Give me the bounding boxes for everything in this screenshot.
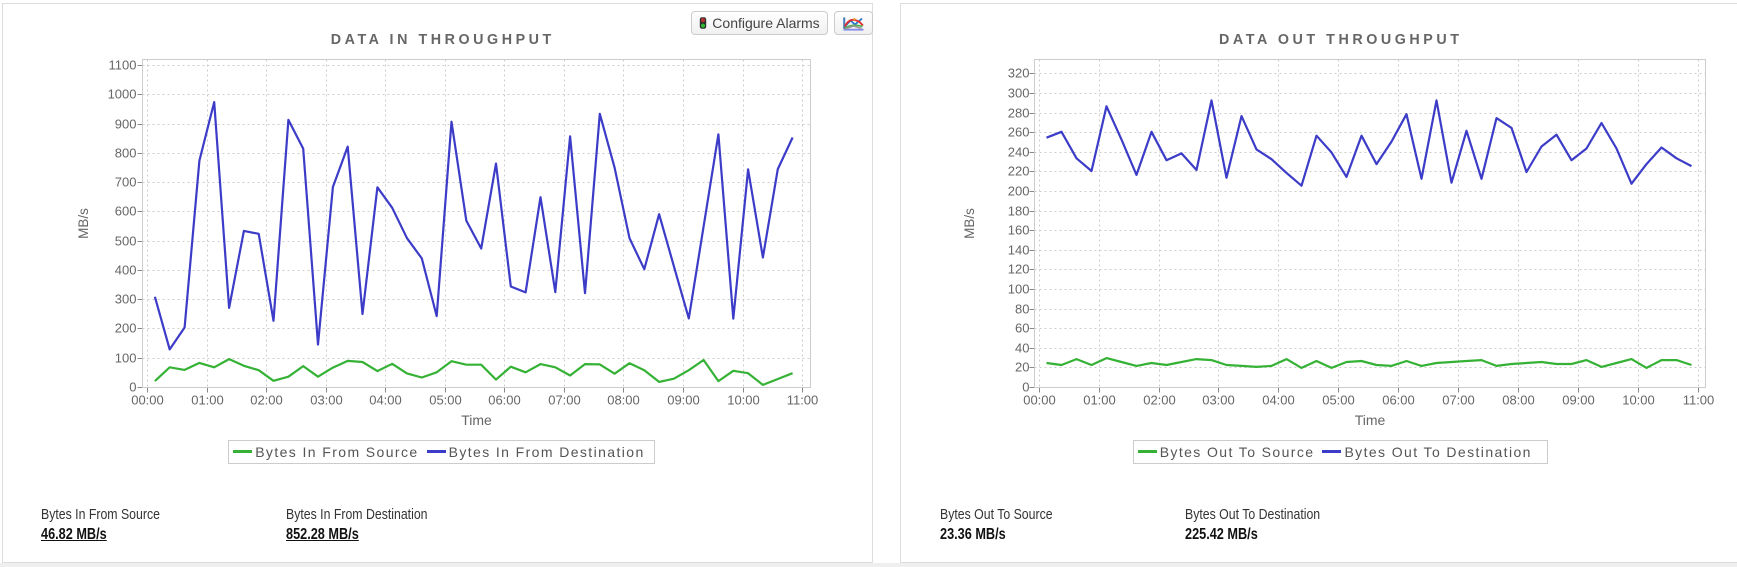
- svg-text:320: 320: [1008, 66, 1030, 81]
- svg-text:04:00: 04:00: [369, 393, 402, 408]
- svg-text:00:00: 00:00: [1023, 393, 1056, 408]
- svg-text:05:00: 05:00: [429, 393, 462, 408]
- svg-text:00:00: 00:00: [131, 393, 164, 408]
- svg-text:80: 80: [1015, 302, 1029, 317]
- svg-text:1000: 1000: [108, 87, 137, 102]
- svg-text:DATA OUT THROUGHPUT: DATA OUT THROUGHPUT: [1219, 32, 1463, 48]
- svg-text:08:00: 08:00: [1502, 393, 1535, 408]
- svg-text:0: 0: [129, 380, 136, 395]
- svg-text:10:00: 10:00: [1622, 393, 1655, 408]
- svg-text:300: 300: [115, 292, 137, 307]
- svg-text:100: 100: [115, 351, 137, 366]
- svg-text:0: 0: [1022, 380, 1029, 395]
- svg-text:40: 40: [1015, 341, 1029, 356]
- svg-text:120: 120: [1008, 262, 1030, 277]
- svg-text:200: 200: [115, 321, 137, 336]
- svg-text:160: 160: [1008, 223, 1030, 238]
- svg-text:20: 20: [1015, 360, 1029, 375]
- svg-text:200: 200: [1008, 184, 1030, 199]
- svg-text:07:00: 07:00: [1442, 393, 1475, 408]
- svg-text:700: 700: [115, 175, 137, 190]
- svg-text:06:00: 06:00: [488, 393, 521, 408]
- svg-text:280: 280: [1008, 106, 1030, 121]
- svg-text:300: 300: [1008, 86, 1030, 101]
- svg-text:260: 260: [1008, 125, 1030, 140]
- svg-text:600: 600: [115, 204, 137, 219]
- svg-text:MB/s: MB/s: [76, 208, 91, 239]
- svg-text:09:00: 09:00: [667, 393, 700, 408]
- svg-text:Time: Time: [461, 412, 492, 428]
- svg-text:03:00: 03:00: [310, 393, 343, 408]
- svg-text:60: 60: [1015, 321, 1029, 336]
- svg-text:240: 240: [1008, 145, 1030, 160]
- svg-text:10:00: 10:00: [727, 393, 760, 408]
- svg-text:900: 900: [115, 117, 137, 132]
- svg-text:Time: Time: [1355, 412, 1386, 428]
- svg-text:09:00: 09:00: [1562, 393, 1595, 408]
- svg-text:800: 800: [115, 146, 137, 161]
- svg-text:01:00: 01:00: [191, 393, 224, 408]
- svg-text:100: 100: [1008, 282, 1030, 297]
- svg-text:180: 180: [1008, 204, 1030, 219]
- svg-text:11:00: 11:00: [787, 393, 819, 408]
- svg-text:220: 220: [1008, 164, 1030, 179]
- svg-text:400: 400: [115, 263, 137, 278]
- svg-text:1100: 1100: [109, 58, 137, 73]
- svg-text:DATA IN THROUGHPUT: DATA IN THROUGHPUT: [331, 32, 555, 48]
- svg-text:07:00: 07:00: [548, 393, 581, 408]
- svg-text:02:00: 02:00: [1143, 393, 1176, 408]
- svg-text:11:00: 11:00: [1683, 393, 1715, 408]
- svg-text:08:00: 08:00: [607, 393, 640, 408]
- svg-text:05:00: 05:00: [1322, 393, 1355, 408]
- svg-text:MB/s: MB/s: [962, 208, 977, 239]
- svg-text:02:00: 02:00: [250, 393, 283, 408]
- svg-text:140: 140: [1008, 243, 1030, 258]
- svg-text:03:00: 03:00: [1202, 393, 1235, 408]
- svg-text:01:00: 01:00: [1083, 393, 1116, 408]
- svg-text:04:00: 04:00: [1262, 393, 1295, 408]
- svg-text:500: 500: [115, 234, 137, 249]
- svg-text:06:00: 06:00: [1382, 393, 1415, 408]
